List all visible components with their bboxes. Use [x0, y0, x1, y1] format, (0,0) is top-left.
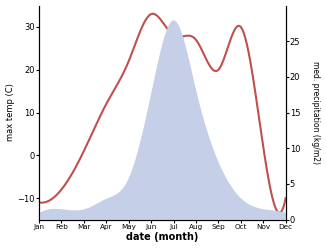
Y-axis label: med. precipitation (kg/m2): med. precipitation (kg/m2)	[311, 61, 320, 164]
X-axis label: date (month): date (month)	[126, 232, 199, 243]
Y-axis label: max temp (C): max temp (C)	[6, 84, 15, 141]
